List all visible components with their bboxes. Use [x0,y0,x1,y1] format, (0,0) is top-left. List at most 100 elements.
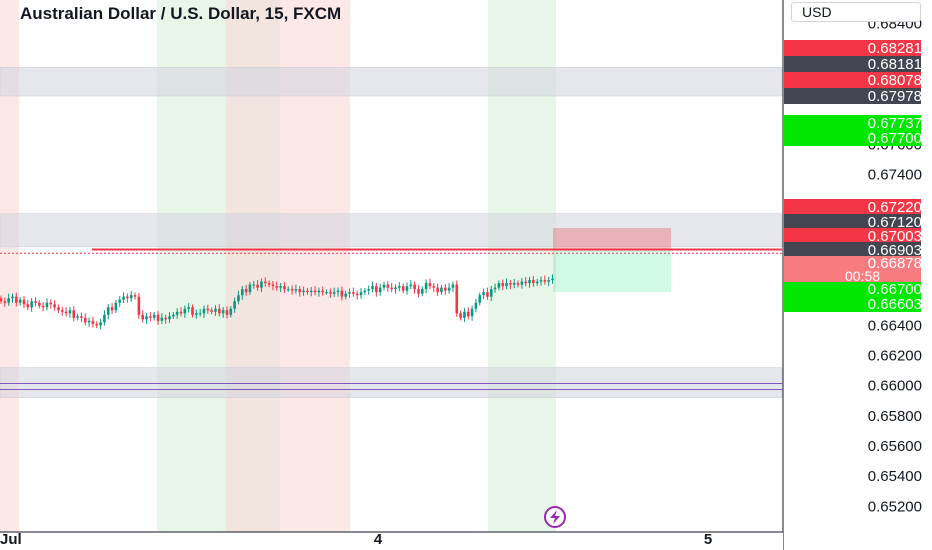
candle-body [528,280,531,284]
candle [466,307,470,320]
candle [218,304,221,317]
price-label-bg [784,130,921,146]
price-tick-label: 0.65200 [868,498,922,515]
candle-body [260,281,263,288]
candle-body [363,290,367,293]
candle [248,281,252,295]
price-label-text: 0.66700 [868,281,922,298]
current-price-text: 0.66878 [868,255,922,272]
candle [49,299,53,309]
candle-body [267,283,271,285]
candle [57,304,60,313]
candle-body [313,290,317,293]
candle-body [149,316,152,318]
short-position-tool[interactable] [553,228,671,293]
candle [267,280,271,288]
candle-body [489,289,493,297]
time-axis-bg [0,532,783,550]
candle [26,299,30,311]
candle [539,276,543,286]
candle [110,303,114,314]
candle [99,318,102,330]
candle [447,283,451,294]
candle-body [401,286,405,291]
candle-body [233,301,236,309]
candle-body [432,286,436,288]
candle-body [532,280,535,284]
candle [0,295,3,304]
time-tick-label: Jul [0,531,22,548]
price-label-bg [784,199,921,215]
take-profit-zone[interactable] [553,250,671,293]
candle [187,303,190,313]
candle [195,309,198,319]
candle-body [355,293,359,296]
candle [91,316,95,328]
candle-body [87,320,91,323]
candle [103,310,106,326]
candle-body [26,304,30,308]
currency-selector[interactable]: USD [791,2,921,22]
price-label-bg [784,281,921,297]
candle [474,298,478,313]
chart-title: Australian Dollar / U.S. Dollar, 15, FXC… [20,4,342,23]
candle [344,290,347,300]
candle [455,280,459,317]
candle-body [413,284,416,290]
candle [156,311,160,325]
candle [390,283,393,293]
candle [60,306,64,316]
candle-body [424,283,428,290]
candle [325,289,328,295]
candle [68,307,72,318]
time-axis[interactable]: Jul 4 5 [0,531,783,550]
candle-body [321,290,325,293]
candle [309,287,313,297]
candle-body [99,322,102,326]
candle-body [271,284,275,287]
time-tick-label: 4 [374,531,383,548]
candle [459,310,462,321]
candle [41,302,45,312]
current-price-bg [784,256,921,282]
candle [160,313,164,324]
candle-body [252,284,256,286]
candle-body [279,286,282,288]
candle-body [332,292,336,294]
candle [401,283,405,294]
candle-body [22,299,26,305]
candle [240,285,244,300]
stop-loss-zone[interactable] [553,228,671,251]
candle [45,298,49,311]
price-label-text: 0.68181 [868,56,922,73]
candle-body [386,284,390,288]
candle-body [428,283,432,287]
candle [417,285,420,298]
candle [317,287,321,297]
candle [489,285,493,302]
candle-body [516,283,520,285]
candle [432,282,436,293]
candle [221,307,225,318]
candle-body [493,287,497,290]
candle [520,277,524,289]
candle-body [41,305,45,308]
lightning-icon[interactable] [544,506,566,528]
candle [524,277,528,287]
candle-body [382,284,386,288]
zone-rect [0,213,783,248]
candle [183,305,187,318]
candlestick-series [0,274,554,330]
candle [332,287,336,297]
candle-body [466,311,470,317]
candle-body [172,314,175,317]
candle [371,281,374,293]
price-axis[interactable]: 0.684000.676000.674000.664000.662000.660… [782,0,932,550]
candle-body [505,283,508,287]
candle-body [501,283,505,287]
candle-body [344,293,347,297]
candle-body [436,287,439,293]
candle [497,280,501,291]
